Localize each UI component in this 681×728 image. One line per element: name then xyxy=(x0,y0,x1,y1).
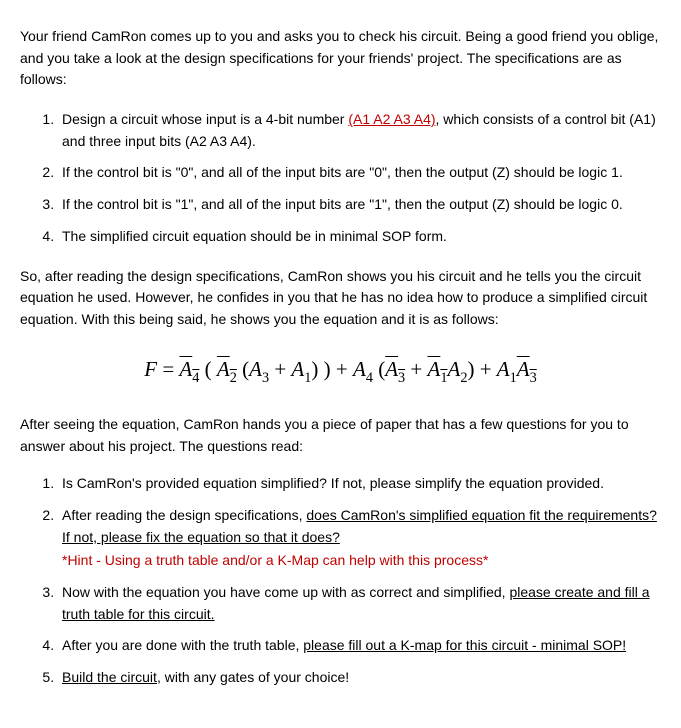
eq-a2-a: A xyxy=(447,357,460,381)
eq-a4bar-sub: 4 xyxy=(192,370,199,386)
spec-1-text-a: Design a circuit whose input is a 4-bit … xyxy=(62,111,348,127)
eq-a1-bar: A1 xyxy=(428,357,448,381)
eq-f: F xyxy=(144,357,157,381)
eq-plus1: + xyxy=(269,357,291,381)
question-5: Build the circuit, with any gates of you… xyxy=(58,667,661,689)
eq-plus2: + xyxy=(405,357,427,381)
page-root: Your friend CamRon comes up to you and a… xyxy=(0,0,681,727)
question-1: Is CamRon's provided equation simplified… xyxy=(58,473,661,495)
eq-a2bar-a: A xyxy=(217,357,230,381)
q2-hint: *Hint - Using a truth table and/or a K-M… xyxy=(62,550,661,572)
after-paragraph: After seeing the equation, CamRon hands … xyxy=(20,414,661,457)
eq-a3bar2-sub: 3 xyxy=(530,370,537,386)
q2-b: does CamRon's simplified equation fit th… xyxy=(306,507,657,523)
eq-a3-a: A xyxy=(249,357,262,381)
eq-a1-sub: 1 xyxy=(304,370,311,386)
spec-item-4: The simplified circuit equation should b… xyxy=(58,226,661,248)
eq-a4-a: A xyxy=(353,357,366,381)
eq-a4bar-a: A xyxy=(179,357,192,381)
q2-d: If not, please fix the equation so that … xyxy=(62,529,340,545)
eq-equals: = xyxy=(157,357,179,381)
eq-a1-a: A xyxy=(291,357,304,381)
eq-a1bar-a: A xyxy=(428,357,441,381)
q5-b: , with any gates of your choice! xyxy=(157,669,349,685)
spec-item-1: Design a circuit whose input is a 4-bit … xyxy=(58,109,661,152)
eq-a3-sub: 3 xyxy=(262,370,269,386)
eq-a2-sub: 2 xyxy=(460,370,467,386)
eq-a3-bar2: A3 xyxy=(517,357,537,381)
question-3: Now with the equation you have come up w… xyxy=(58,582,661,625)
q4-b: please fill out a K-map for this circuit… xyxy=(303,637,626,653)
eq-a2bar-sub: 2 xyxy=(230,370,237,386)
q4-a: After you are done with the truth table, xyxy=(62,637,303,653)
eq-a3-bar: A3 xyxy=(385,357,405,381)
question-2: After reading the design specifications,… xyxy=(58,505,661,572)
q2-a: After reading the design specifications, xyxy=(62,507,306,523)
eq-lp1: ( xyxy=(199,357,217,381)
spec-1-input-label: (A1 A2 A3 A4) xyxy=(348,111,435,127)
spec-list: Design a circuit whose input is a 4-bit … xyxy=(20,109,661,247)
q5-a: Build the circuit xyxy=(62,669,157,685)
eq-lp3: ( xyxy=(373,357,385,381)
eq-a2-bar: A2 xyxy=(217,357,237,381)
eq-a3bar-a: A xyxy=(385,357,398,381)
spec-item-3: If the control bit is "1", and all of th… xyxy=(58,194,661,216)
eq-a4-bar: A4 xyxy=(179,357,199,381)
q3-a: Now with the equation you have come up w… xyxy=(62,584,509,600)
eq-a1bar-sub: 1 xyxy=(440,370,447,386)
spec-item-2: If the control bit is "0", and all of th… xyxy=(58,162,661,184)
eq-a3bar-sub: 3 xyxy=(398,370,405,386)
eq-lp2: ( xyxy=(237,357,249,381)
eq-a1b-sub: 1 xyxy=(510,370,517,386)
eq-a4-sub: 4 xyxy=(366,370,373,386)
eq-rp3: ) + xyxy=(467,357,496,381)
question-4: After you are done with the truth table,… xyxy=(58,635,661,657)
eq-a3bar2-a: A xyxy=(517,357,530,381)
eq-rp1: ) ) + xyxy=(311,357,353,381)
eq-a1b-a: A xyxy=(497,357,510,381)
equation-block: F = A4 ( A2 (A3 + A1) ) + A4 (A3 + A1A2)… xyxy=(20,353,661,388)
question-2-text: After reading the design specifications,… xyxy=(62,505,661,548)
intro-paragraph: Your friend CamRon comes up to you and a… xyxy=(20,26,661,91)
middle-paragraph: So, after reading the design specificati… xyxy=(20,266,661,331)
question-list: Is CamRon's provided equation simplified… xyxy=(20,473,661,689)
